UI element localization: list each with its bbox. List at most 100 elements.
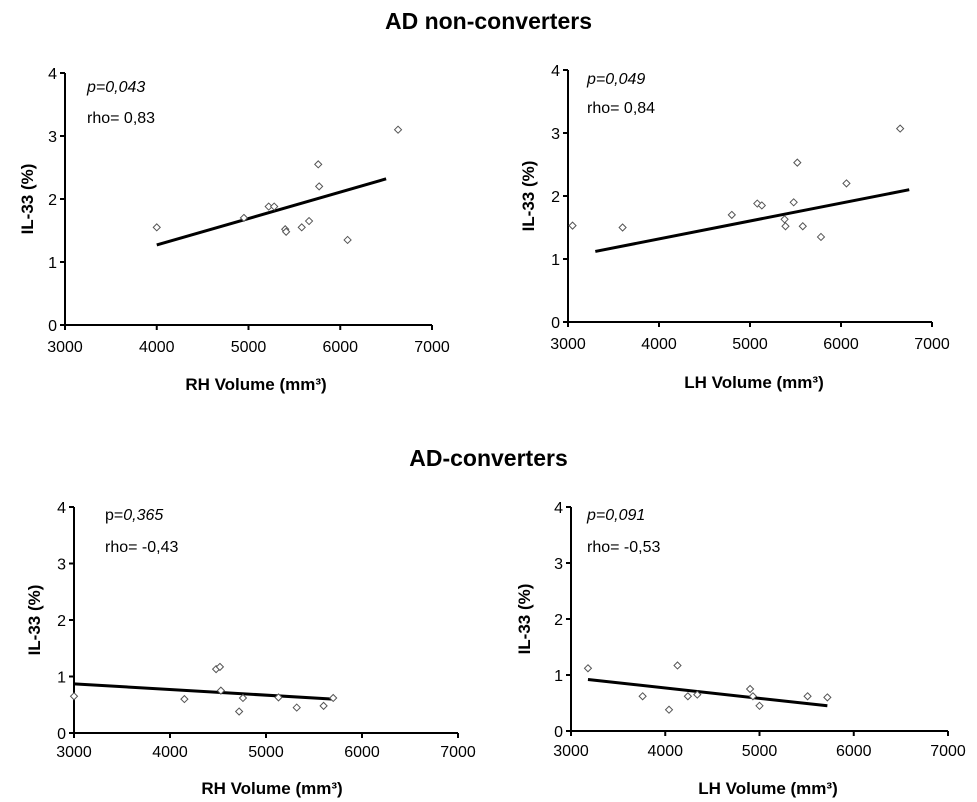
y-tick-label: 2 bbox=[554, 612, 563, 629]
data-point bbox=[328, 693, 338, 703]
y-axis-title: IL-33 (%) bbox=[25, 585, 44, 656]
data-point bbox=[269, 202, 279, 211]
data-point bbox=[789, 198, 798, 207]
p-value-annotation: p=0,043 bbox=[86, 79, 145, 96]
x-tick-label: 3000 bbox=[550, 336, 586, 353]
x-tick-label: 3000 bbox=[56, 744, 92, 761]
data-point bbox=[823, 693, 832, 702]
x-tick-label: 4000 bbox=[641, 336, 677, 353]
y-tick-label: 4 bbox=[57, 500, 66, 517]
y-tick-label: 2 bbox=[48, 192, 57, 209]
data-point bbox=[755, 701, 764, 711]
data-point bbox=[618, 223, 627, 232]
y-tick-label: 2 bbox=[551, 189, 560, 206]
x-axis-title: RH Volume (mm³) bbox=[201, 779, 342, 798]
x-axis-title: LH Volume (mm³) bbox=[698, 779, 837, 798]
data-point bbox=[314, 182, 324, 191]
x-axis-title: LH Volume (mm³) bbox=[684, 373, 823, 392]
y-tick-label: 0 bbox=[48, 318, 57, 335]
data-point bbox=[664, 705, 674, 714]
x-tick-label: 6000 bbox=[823, 336, 859, 353]
data-point bbox=[673, 661, 682, 670]
data-point bbox=[297, 223, 306, 232]
rho-annotation: rho= 0,83 bbox=[87, 110, 155, 127]
section-title-non-converters: AD non-converters bbox=[384, 8, 593, 34]
regression-line bbox=[595, 188, 910, 253]
data-point bbox=[152, 223, 161, 232]
data-point bbox=[393, 125, 403, 134]
data-point bbox=[274, 693, 283, 702]
y-tick-label: 3 bbox=[551, 126, 560, 143]
y-tick-label: 1 bbox=[48, 255, 57, 272]
rho-annotation: rho= -0,53 bbox=[587, 539, 660, 556]
data-point bbox=[748, 692, 758, 701]
y-axis-title: IL-33 (%) bbox=[18, 164, 37, 235]
x-tick-label: 6000 bbox=[836, 743, 872, 760]
x-tick-label: 7000 bbox=[930, 743, 966, 760]
y-tick-label: 3 bbox=[554, 556, 563, 573]
data-point bbox=[180, 694, 189, 704]
data-point bbox=[727, 210, 737, 220]
x-tick-label: 7000 bbox=[914, 336, 950, 353]
data-point bbox=[343, 235, 352, 245]
data-point bbox=[234, 707, 244, 716]
data-point bbox=[281, 227, 291, 236]
data-point bbox=[803, 692, 812, 701]
y-axis-title: IL-33 (%) bbox=[515, 584, 534, 655]
data-point bbox=[780, 215, 789, 224]
data-point bbox=[69, 692, 79, 701]
data-point bbox=[793, 158, 802, 167]
y-tick-label: 0 bbox=[57, 726, 66, 743]
x-tick-label: 5000 bbox=[231, 339, 267, 356]
data-point bbox=[683, 692, 693, 701]
x-tick-label: 5000 bbox=[248, 744, 284, 761]
data-point bbox=[314, 160, 323, 169]
x-tick-label: 7000 bbox=[440, 744, 476, 761]
regression-line bbox=[587, 677, 828, 708]
y-tick-label: 3 bbox=[57, 557, 66, 574]
x-tick-label: 5000 bbox=[742, 743, 778, 760]
data-point bbox=[319, 701, 328, 711]
x-tick-label: 4000 bbox=[647, 743, 683, 760]
x-tick-label: 6000 bbox=[344, 744, 380, 761]
data-point bbox=[264, 202, 273, 211]
y-tick-label: 1 bbox=[554, 668, 563, 685]
data-point bbox=[781, 222, 790, 231]
data-point bbox=[895, 124, 905, 133]
x-tick-label: 5000 bbox=[732, 336, 768, 353]
y-tick-label: 2 bbox=[57, 613, 66, 630]
data-point bbox=[304, 216, 314, 226]
x-tick-label: 4000 bbox=[139, 339, 175, 356]
p-value-annotation: p=0,091 bbox=[586, 507, 645, 524]
data-point bbox=[745, 684, 755, 694]
data-point bbox=[693, 690, 702, 699]
data-point bbox=[757, 201, 767, 210]
y-tick-label: 4 bbox=[554, 500, 563, 517]
x-tick-label: 3000 bbox=[47, 339, 83, 356]
y-tick-label: 4 bbox=[48, 66, 57, 83]
y-tick-label: 0 bbox=[551, 315, 560, 332]
data-point bbox=[292, 703, 301, 712]
y-tick-label: 1 bbox=[551, 252, 560, 269]
regression-line bbox=[73, 682, 334, 701]
rho-annotation: rho= 0,84 bbox=[587, 100, 655, 117]
data-point bbox=[216, 686, 226, 695]
data-point bbox=[238, 693, 248, 703]
x-tick-label: 7000 bbox=[414, 339, 450, 356]
x-axis-title: RH Volume (mm³) bbox=[185, 375, 326, 394]
data-point bbox=[638, 692, 647, 701]
y-axis-title: IL-33 (%) bbox=[519, 161, 538, 232]
y-tick-label: 3 bbox=[48, 129, 57, 146]
data-point bbox=[816, 232, 826, 242]
data-point bbox=[583, 664, 593, 673]
data-point bbox=[239, 213, 249, 223]
rho-annotation: rho= -0,43 bbox=[105, 539, 178, 556]
x-tick-label: 3000 bbox=[553, 743, 589, 760]
section-title-converters: AD-converters bbox=[409, 445, 568, 471]
data-point bbox=[568, 221, 577, 230]
y-tick-label: 1 bbox=[57, 670, 66, 687]
